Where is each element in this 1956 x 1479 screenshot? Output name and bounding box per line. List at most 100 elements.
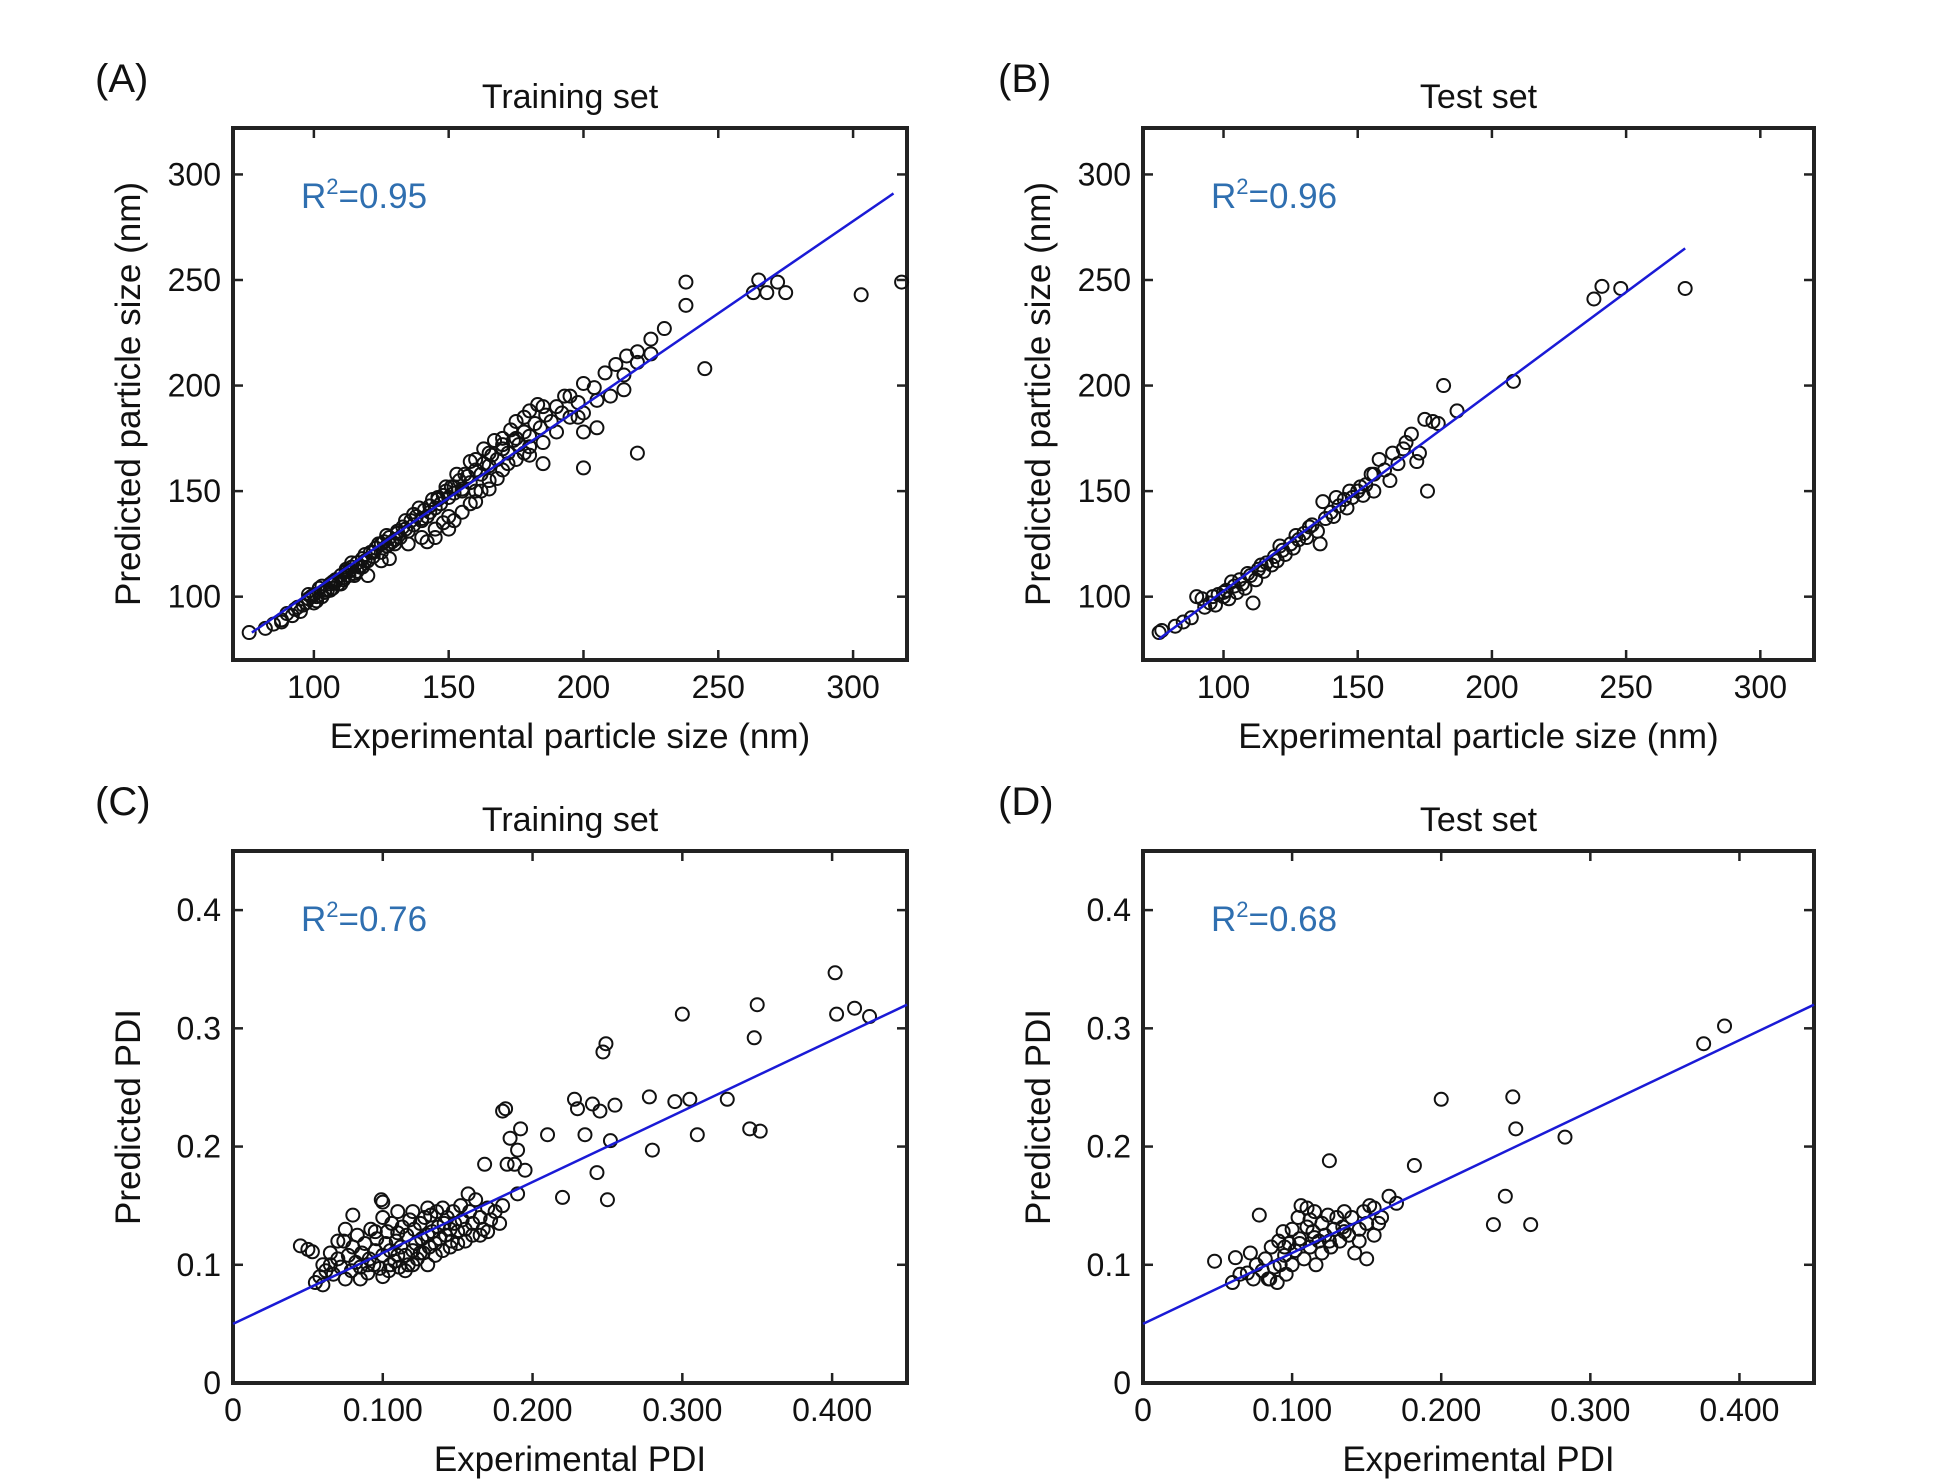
chart-1-data-point	[1420, 483, 1436, 499]
chart-1-data-point	[1430, 416, 1446, 432]
chart-2-panel: (C) Training set 0 0.100 0.200 0.300 0.400 0 0.1…	[95, 780, 909, 1479]
chart-2-data-point	[360, 1257, 376, 1273]
chart-0-data-point	[462, 454, 478, 470]
chart-0-data-point	[454, 504, 470, 520]
chart-0-data-point	[427, 530, 443, 546]
chart-1-y-tick-label: 200	[1078, 368, 1131, 404]
chart-0-x-tick-label: 100	[287, 669, 340, 705]
chart-0-data-point	[503, 422, 519, 438]
chart-3-x-tick-label: 0.300	[1550, 1392, 1630, 1428]
chart-2-plot-frame	[231, 849, 909, 1385]
chart-2-data-point	[752, 1123, 768, 1139]
chart-3-data-point	[1321, 1153, 1337, 1169]
chart-3-x-tick-label: 0.200	[1401, 1392, 1481, 1428]
chart-3-data-point	[1284, 1257, 1300, 1273]
chart-3-data-point	[1381, 1188, 1397, 1204]
chart-0-data-point	[457, 466, 473, 482]
chart-2-data-point	[322, 1245, 338, 1261]
chart-1-plot-frame	[1141, 126, 1816, 662]
chart-1-data-point	[1385, 445, 1401, 461]
chart-1-y-axis-label: Predicted particle size (nm)	[1019, 182, 1058, 606]
chart-0-data-point	[274, 614, 290, 630]
chart-3-fit-line	[1142, 1003, 1815, 1326]
chart-2-data-point	[746, 1030, 762, 1046]
chart-2-data-point	[382, 1257, 398, 1273]
chart-1-data-point	[1224, 574, 1240, 590]
chart-2-data-point	[749, 997, 765, 1013]
chart-3-y-tick-label: 0.4	[1087, 892, 1131, 928]
chart-0-x-tick-label: 250	[692, 669, 745, 705]
chart-3-data-point	[1308, 1257, 1324, 1273]
chart-2-data-point	[555, 1189, 571, 1205]
chart-3-data-point	[1284, 1221, 1300, 1237]
chart-2-y-tick-label: 0.4	[177, 892, 221, 928]
chart-0-data-point	[557, 388, 573, 404]
chart-3-r-squared: R2=0.68	[1211, 897, 1337, 939]
chart-0-data-point	[438, 479, 454, 495]
chart-2-data-point	[592, 1103, 608, 1119]
chart-1-r-squared: R2=0.96	[1211, 174, 1337, 216]
chart-0-panel-letter: (A)	[95, 57, 148, 101]
chart-0-r-squared: R2=0.95	[301, 174, 427, 216]
chart-3-data-point	[1433, 1091, 1449, 1107]
chart-2-data-point	[689, 1127, 705, 1143]
chart-1-x-axis-label: Experimental particle size (nm)	[1238, 717, 1718, 756]
chart-2-data-point	[465, 1227, 481, 1243]
chart-2-data-point	[405, 1243, 421, 1259]
chart-0-panel: (A) Training set 100 150 200 250 300 100 150 200 2…	[95, 57, 910, 756]
chart-2-data-point	[345, 1207, 361, 1223]
chart-3-data-point	[1320, 1207, 1336, 1223]
chart-2-data-point	[719, 1091, 735, 1107]
chart-2-r-squared: R2=0.76	[301, 897, 427, 939]
chart-0-data-point	[473, 483, 489, 499]
chart-3-y-axis-label: Predicted PDI	[1019, 1009, 1058, 1225]
chart-0-data-point	[678, 297, 694, 313]
chart-0-r-squared-value: =0.95	[339, 177, 428, 216]
chart-0-data-point	[656, 321, 672, 337]
chart-2-y-tick-label: 0.1	[177, 1247, 221, 1283]
chart-0-data-point	[487, 432, 503, 448]
chart-2-data-point	[390, 1204, 406, 1220]
chart-2-data-point	[598, 1036, 614, 1052]
chart-0-fit-line	[251, 192, 895, 634]
chart-0-data-point	[481, 473, 497, 489]
chart-0-data-point	[241, 625, 257, 641]
chart-2-data-point	[599, 1192, 615, 1208]
chart-0-data-point	[530, 397, 546, 413]
chart-1-y-tick-label: 250	[1078, 262, 1131, 298]
chart-2-y-tick-label: 0.3	[177, 1010, 221, 1046]
chart-0-data-point	[411, 500, 427, 516]
chart-1-title: Test set	[1420, 78, 1538, 116]
chart-2-data-point	[674, 1006, 690, 1022]
chart-2-data-point	[742, 1121, 758, 1137]
chart-2-data-point	[405, 1257, 421, 1273]
chart-1-data-point	[1409, 454, 1425, 470]
chart-0-data-point	[441, 508, 457, 524]
chart-0-data-point	[400, 536, 416, 552]
chart-2-r-squared-sup: 2	[326, 897, 338, 922]
chart-3-data-point	[1269, 1275, 1285, 1291]
chart-1-data-point	[1594, 278, 1610, 294]
chart-1-data-point	[1272, 538, 1288, 554]
chart-0-data-point	[425, 492, 441, 508]
chart-3-data-point	[1306, 1230, 1322, 1246]
chart-0-y-tick-label: 300	[168, 156, 221, 192]
chart-2-data-point	[589, 1165, 605, 1181]
chart-2-data-point	[405, 1204, 421, 1220]
chart-1-r-squared-prefix: R	[1211, 177, 1236, 216]
chart-2-data-point	[595, 1044, 611, 1060]
chart-1-x-tick-label: 100	[1197, 669, 1250, 705]
chart-2-data-point	[682, 1091, 698, 1107]
chart-1-data-point	[1194, 591, 1210, 607]
chart-3-data-point	[1275, 1224, 1291, 1240]
chart-3-data-point	[1497, 1188, 1513, 1204]
chart-2-data-point	[502, 1130, 518, 1146]
chart-2-data-point	[468, 1192, 484, 1208]
chart-3-y-tick-label: 0.2	[1087, 1129, 1131, 1165]
chart-0-r-squared-sup: 2	[326, 174, 338, 199]
chart-1-data-point	[1175, 614, 1191, 630]
chart-1-data-point	[1216, 584, 1232, 600]
chart-2-data-point	[517, 1162, 533, 1178]
chart-3-title: Test set	[1420, 801, 1538, 839]
chart-3-data-point	[1292, 1231, 1308, 1247]
